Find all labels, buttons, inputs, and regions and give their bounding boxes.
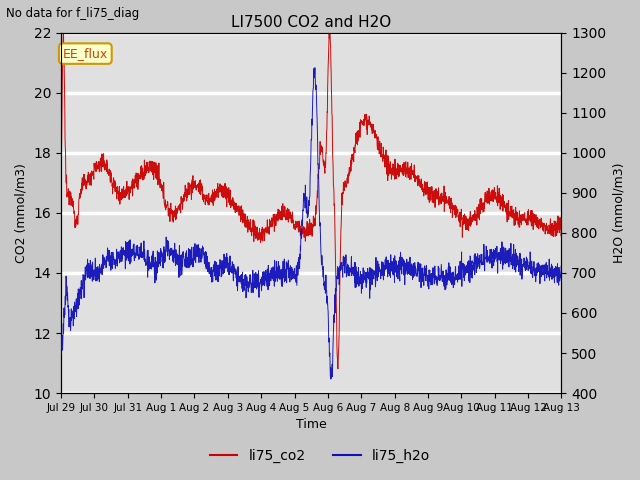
Text: EE_flux: EE_flux (63, 47, 108, 60)
Title: LI7500 CO2 and H2O: LI7500 CO2 and H2O (231, 15, 392, 30)
Legend: li75_co2, li75_h2o: li75_co2, li75_h2o (204, 443, 436, 468)
Y-axis label: CO2 (mmol/m3): CO2 (mmol/m3) (15, 163, 28, 263)
Y-axis label: H2O (mmol/m3): H2O (mmol/m3) (612, 163, 625, 263)
Text: No data for f_li75_diag: No data for f_li75_diag (6, 7, 140, 20)
X-axis label: Time: Time (296, 419, 326, 432)
